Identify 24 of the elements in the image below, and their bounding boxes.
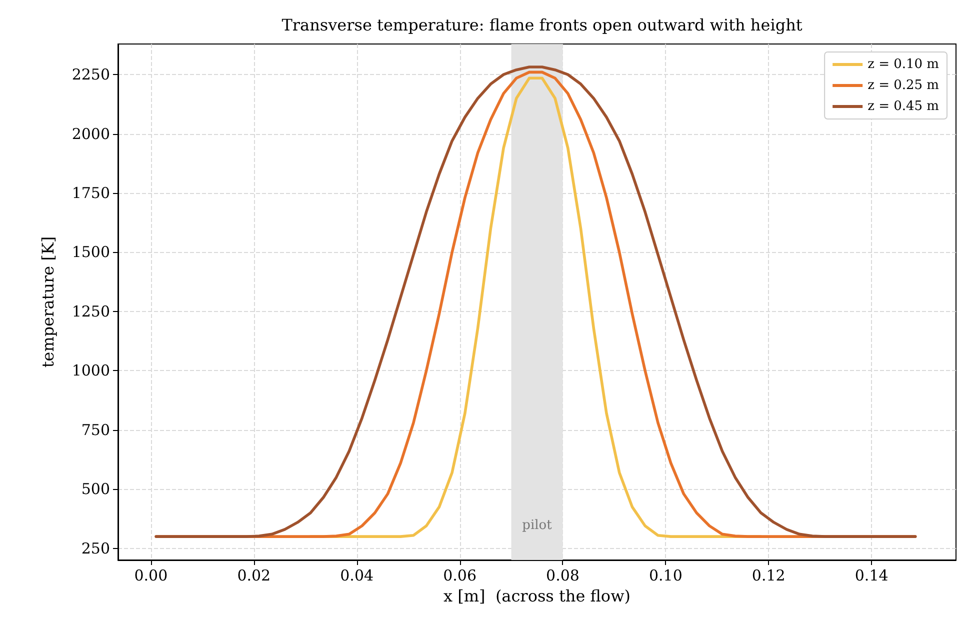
band-label: pilot (522, 518, 553, 533)
y-tick-label: 250 (81, 539, 110, 558)
y-tick-label: 1500 (72, 243, 110, 262)
y-tick-label: 1750 (72, 184, 110, 202)
x-axis-title: x [m] (across the flow) (444, 586, 630, 606)
y-tick-label: 500 (81, 480, 110, 498)
y-tick-label: 1250 (72, 302, 110, 320)
y-tick-label: 750 (81, 420, 110, 439)
y-tick-label: 2250 (72, 66, 110, 84)
x-tick-label: 0.02 (237, 566, 271, 584)
y-tick-label: 1000 (72, 362, 110, 380)
legend-label: z = 0.10 m (868, 57, 940, 72)
x-tick-label: 0.00 (134, 566, 168, 584)
chart-title: Transverse temperature: flame fronts open outward with height (282, 16, 803, 34)
x-tick-label: 0.08 (546, 566, 580, 584)
y-tick-label: 2000 (72, 124, 110, 143)
x-tick-label: 0.10 (648, 566, 682, 584)
x-tick-label: 0.14 (854, 566, 888, 584)
x-tick-label: 0.04 (340, 566, 374, 584)
legend-label: z = 0.25 m (868, 78, 940, 93)
x-tick-label: 0.12 (752, 566, 786, 584)
x-tick-label: 0.06 (443, 566, 476, 584)
legend-label: z = 0.45 m (868, 99, 940, 114)
y-axis-title: temperature [K] (38, 236, 58, 368)
